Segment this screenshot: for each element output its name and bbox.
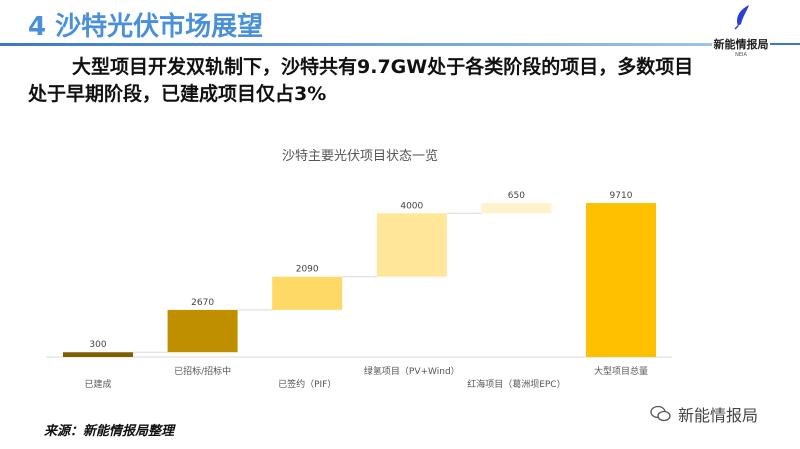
header-divider bbox=[0, 43, 712, 46]
category-label: 大型项目总量 bbox=[594, 365, 648, 377]
logo-sub: NEIA bbox=[735, 52, 747, 58]
logo-name: 新能情报局 bbox=[713, 38, 769, 51]
category-label: 红海项目（葛洲坝EPC） bbox=[467, 378, 565, 390]
wechat-icon bbox=[650, 405, 671, 422]
bar bbox=[376, 213, 447, 277]
category-label: 绿氢项目（PV+Wind） bbox=[364, 365, 460, 377]
feather-icon bbox=[734, 5, 749, 30]
category-label: 已招标/招标中 bbox=[174, 365, 231, 377]
chart-title: 沙特主要光伏项目状态一览 bbox=[282, 148, 438, 164]
data-label: 2670 bbox=[191, 298, 214, 308]
bar bbox=[481, 203, 552, 214]
category-label: 已签约（PIF） bbox=[278, 378, 336, 390]
bar bbox=[586, 203, 656, 357]
bar bbox=[167, 309, 238, 353]
data-label: 2090 bbox=[296, 265, 319, 275]
data-label: 300 bbox=[89, 340, 106, 350]
source-note: 来源：新能情报局整理 bbox=[44, 424, 175, 439]
page-title: 4 沙特光伏市场展望 bbox=[28, 12, 264, 42]
watermark: 新能情报局 bbox=[650, 402, 758, 426]
data-label: 4000 bbox=[400, 201, 423, 211]
data-label: 9710 bbox=[610, 191, 633, 201]
category-label: 已建成 bbox=[84, 378, 111, 390]
header-divider-right bbox=[770, 43, 800, 45]
bar bbox=[63, 352, 133, 357]
bar bbox=[272, 276, 343, 310]
logo: 新能情报局 NEIA bbox=[712, 4, 770, 58]
watermark-text: 新能情报局 bbox=[678, 406, 759, 425]
data-label: 650 bbox=[508, 191, 525, 201]
headline: 大型项目开发双轨制下，沙特共有9.7GW处于各类阶段的项目，多数项目处于早期阶段… bbox=[28, 56, 694, 105]
